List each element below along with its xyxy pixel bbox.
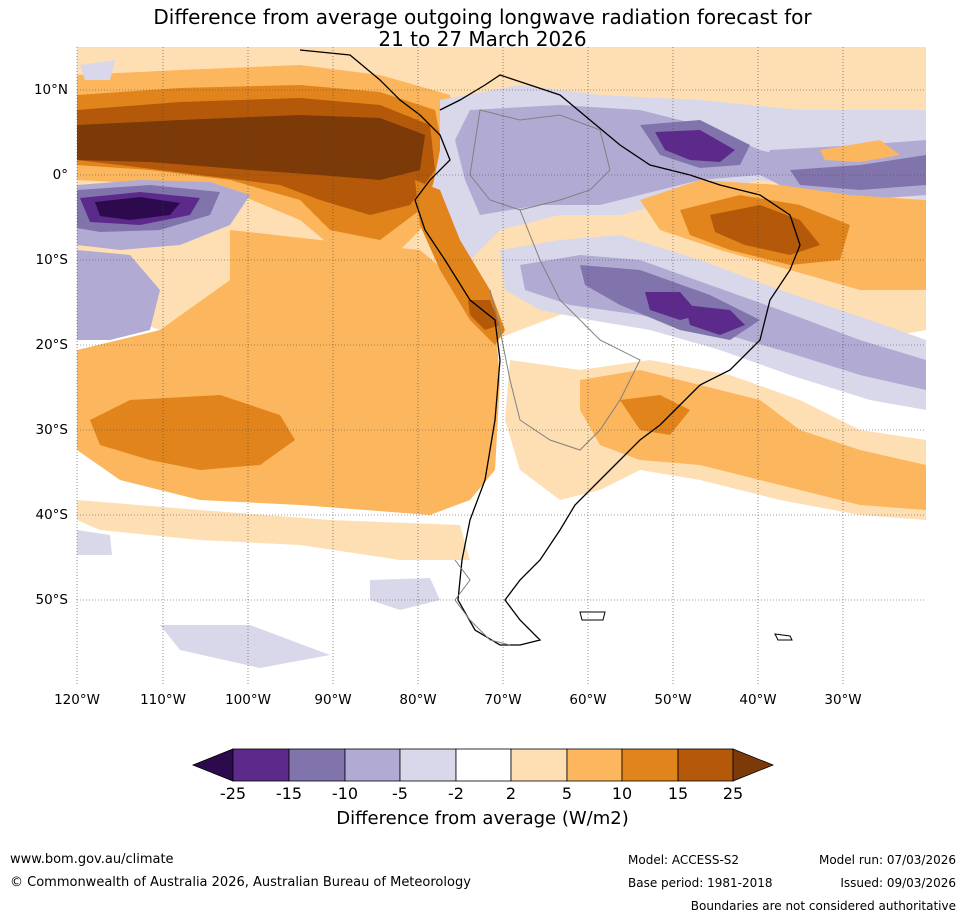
- lon-label-70w: 70°W: [484, 692, 522, 708]
- falkland-islands: [579, 611, 606, 621]
- south-america-coastline: [299, 49, 801, 646]
- andes-dark-orange: [468, 300, 500, 330]
- se-sa-dark-patch: [620, 395, 690, 435]
- blob-purple-15s: [77, 250, 160, 340]
- colorbar-bin-4: [399, 748, 457, 782]
- colorbar-tick-label: -5: [392, 784, 408, 803]
- colorbar-extend-low: [191, 748, 234, 782]
- colorbar-bin-6: [510, 748, 568, 782]
- colorbar-bin-9: [677, 748, 734, 782]
- colorbar-tick-label: 2: [505, 784, 517, 803]
- colorbar-tick-label: 5: [561, 784, 573, 803]
- lat-label-0: 0°: [52, 167, 68, 183]
- amazon-purple-dark: [655, 130, 735, 162]
- sacz-purple-dark-2: [685, 305, 745, 335]
- patch-orange-30s: [90, 395, 295, 470]
- patagonia-islands: [454, 559, 511, 646]
- lon-label-110w: 110°W: [140, 692, 186, 708]
- lon-label-40w: 40°W: [739, 692, 777, 708]
- lat-label-40s: 40°S: [35, 507, 69, 523]
- colorbar-tick-label: -15: [275, 784, 303, 803]
- blob-purple-5s-darkest: [95, 197, 180, 220]
- colorbar-tick-label: -2: [448, 784, 464, 803]
- colorbar-tick-label: -25: [219, 784, 247, 803]
- colorbar-title: Difference from average (W/m2): [336, 808, 629, 829]
- south-light-purple-1: [370, 578, 440, 610]
- ne-brazil-dark-orange: [710, 205, 820, 255]
- colorbar-extend-high: [732, 748, 775, 782]
- atlantic-orange-patch: [820, 140, 900, 162]
- south-light-purple-2: [160, 625, 330, 668]
- footer-model-run: Model run: 07/03/2026: [818, 853, 956, 867]
- colorbar-tick-label: 25: [722, 784, 744, 803]
- colorbar-bin-3: [344, 748, 401, 782]
- lon-label-50w: 50°W: [654, 692, 692, 708]
- lon-label-120w: 120°W: [54, 692, 100, 708]
- lon-label-90w: 90°W: [314, 692, 352, 708]
- lon-label-100w: 100°W: [225, 692, 271, 708]
- map-field: [77, 47, 926, 685]
- colorbar: [191, 748, 775, 782]
- footer-base-period: Base period: 1981-2018: [628, 876, 773, 890]
- south-georgia: [774, 633, 793, 641]
- footer-website: www.bom.gov.au/climate: [10, 852, 174, 867]
- lat-label-10s: 10°S: [35, 252, 69, 268]
- colorbar-tick-label: 15: [667, 784, 689, 803]
- colorbar-bin-5: [455, 748, 512, 782]
- colorbar-bin-2: [288, 748, 346, 782]
- colorbar-bin-8: [621, 748, 679, 782]
- lat-label-20s: 20°S: [35, 337, 69, 353]
- footer-disclaimer: Boundaries are not considered authoritat…: [690, 899, 956, 913]
- lat-label-30s: 30°S: [35, 422, 69, 438]
- south-light-purple-3: [77, 530, 112, 555]
- lon-label-30w: 30°W: [824, 692, 862, 708]
- band-south-light-orange: [77, 500, 470, 560]
- lat-label-50s: 50°S: [35, 592, 69, 608]
- lat-label-10n: 10°N: [33, 82, 68, 98]
- map-title-line-1: Difference from average outgoing longwav…: [153, 5, 812, 29]
- band-equatorial-darkest: [77, 115, 425, 180]
- colorbar-bin-7: [566, 748, 623, 782]
- map-title-line-2: 21 to 27 March 2026: [378, 27, 587, 51]
- lon-label-80w: 80°W: [399, 692, 437, 708]
- footer-model: Model: ACCESS-S2: [628, 853, 740, 867]
- band-pacific-orange-2: [230, 230, 500, 340]
- atlantic-equator-purple-mid: [790, 155, 926, 190]
- sacz-purple-dark-1: [645, 292, 700, 320]
- map-gridlines: [76, 47, 926, 685]
- lon-label-60w: 60°W: [569, 692, 607, 708]
- colorbar-tick-label: 10: [611, 784, 633, 803]
- footer-issued: Issued: 09/03/2026: [840, 876, 956, 890]
- colorbar-bin-1: [232, 748, 290, 782]
- footer-copyright: © Commonwealth of Australia 2026, Austra…: [10, 875, 471, 890]
- north-light-purple: [80, 60, 115, 80]
- colorbar-tick-label: -10: [331, 784, 359, 803]
